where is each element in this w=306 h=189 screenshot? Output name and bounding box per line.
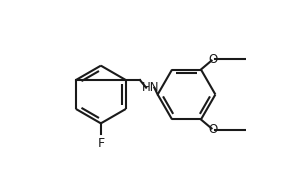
Text: HN: HN — [141, 81, 159, 94]
Text: O: O — [208, 123, 218, 136]
Text: O: O — [208, 53, 218, 66]
Text: F: F — [97, 137, 104, 150]
